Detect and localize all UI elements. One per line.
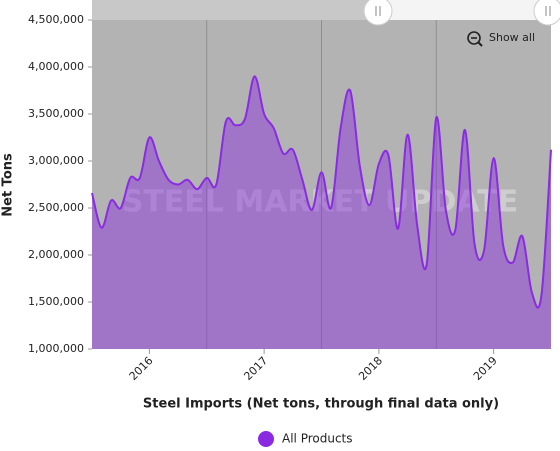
button-label[interactable]: Show all (489, 31, 535, 44)
y-tick-label: 3,500,000 (28, 107, 84, 120)
zoom-icon (467, 31, 481, 45)
handle-left[interactable] (363, 0, 393, 26)
y-axis-title: Net Tons (1, 153, 16, 217)
area (92, 76, 551, 349)
x-tick-label: 2019 (471, 354, 500, 383)
y-tick-label: 2,000,000 (28, 248, 84, 261)
y-tick-label: 4,500,000 (28, 13, 84, 26)
x-axis-title: Steel Imports (Net tons, through final d… (143, 397, 499, 412)
show-all-button[interactable]: Show all (467, 31, 535, 47)
y-tick-label: 3,000,000 (28, 154, 84, 167)
y-tick-label: 1,500,000 (28, 295, 84, 308)
navigator-mask (92, 0, 378, 20)
legend-marker (258, 431, 274, 447)
zoom-icon (477, 41, 483, 47)
x-tick-label: 2018 (356, 354, 385, 383)
y-tick-label: 1,000,000 (28, 342, 84, 355)
line (91, 75, 552, 309)
x-tick-label: 2016 (127, 354, 156, 383)
navigator-window[interactable] (378, 0, 548, 20)
legend-label: All Products (282, 432, 353, 446)
y-tick-label: 2,500,000 (28, 201, 84, 214)
watermark: STEEL MARKET UPDATE (122, 185, 519, 220)
navigator-handle[interactable] (363, 0, 560, 26)
x-tick-label: 2017 (241, 354, 270, 383)
y-tick-label: 4,000,000 (28, 60, 84, 73)
handle-right[interactable] (533, 0, 560, 26)
